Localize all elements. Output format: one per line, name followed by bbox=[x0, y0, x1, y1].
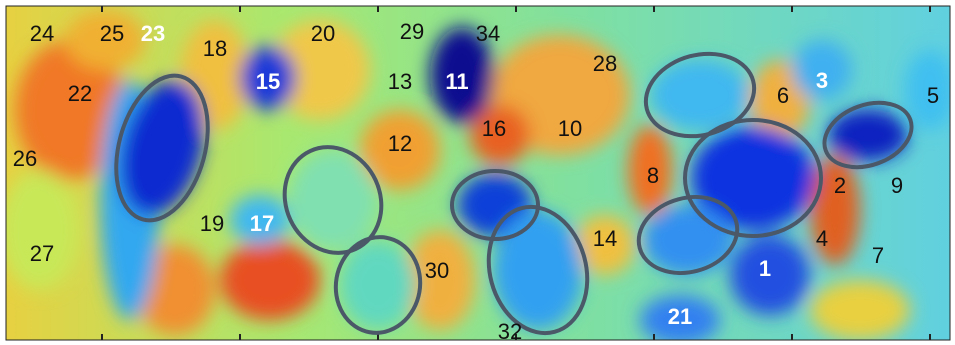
grain-label: 10 bbox=[558, 116, 582, 141]
grain-label: 1 bbox=[759, 256, 771, 281]
grain-label: 34 bbox=[476, 21, 500, 46]
grain-label: 13 bbox=[388, 69, 412, 94]
grain-label: 19 bbox=[200, 211, 224, 236]
grain-label: 3 bbox=[816, 68, 828, 93]
grain-label: 14 bbox=[593, 226, 617, 251]
grain-label: 2 bbox=[834, 173, 846, 198]
ticks bbox=[101, 6, 931, 340]
grain-label: 27 bbox=[30, 241, 54, 266]
grain-label: 18 bbox=[203, 36, 227, 61]
frame bbox=[5, 5, 951, 341]
grain-label: 21 bbox=[668, 304, 692, 329]
grain-label: 11 bbox=[445, 69, 468, 94]
grain-label: 30 bbox=[425, 258, 449, 283]
grain-label: 25 bbox=[100, 21, 124, 46]
grain-label: 7 bbox=[872, 243, 884, 268]
grain-label: 28 bbox=[593, 51, 617, 76]
grain-label: 4 bbox=[816, 226, 828, 251]
grain-label: 8 bbox=[647, 163, 659, 188]
grain-label: 29 bbox=[400, 19, 424, 44]
grain-label: 9 bbox=[891, 173, 903, 198]
grain-label: 26 bbox=[13, 146, 37, 171]
grain-label: 24 bbox=[30, 21, 54, 46]
grain-label: 6 bbox=[777, 83, 789, 108]
grain-label: 5 bbox=[927, 83, 939, 108]
grain-label: 22 bbox=[68, 81, 92, 106]
grain-label: 32 bbox=[498, 319, 522, 344]
grain-label: 16 bbox=[482, 116, 506, 141]
grain-label: 15 bbox=[256, 69, 280, 94]
grain-label: 12 bbox=[388, 131, 412, 156]
grain-label: 20 bbox=[311, 21, 335, 46]
grain-label: 17 bbox=[250, 211, 274, 236]
grain-label: 23 bbox=[141, 21, 165, 46]
outlines bbox=[114, 51, 914, 336]
